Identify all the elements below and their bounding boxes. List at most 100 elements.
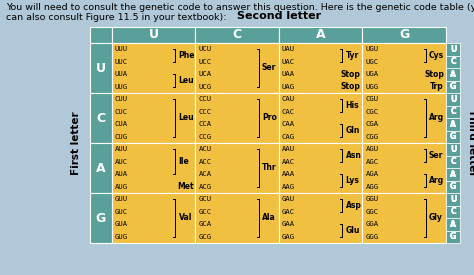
Bar xyxy=(112,27,195,43)
Text: CUG: CUG xyxy=(115,134,128,140)
Bar xyxy=(195,193,279,243)
Text: UCA: UCA xyxy=(199,71,211,77)
Bar xyxy=(446,131,460,143)
Text: G: G xyxy=(450,82,456,91)
Text: Leu: Leu xyxy=(179,76,194,85)
Text: AGA: AGA xyxy=(365,171,379,177)
Bar xyxy=(446,118,460,131)
Text: GCC: GCC xyxy=(199,209,211,215)
Text: GGG: GGG xyxy=(365,234,379,240)
Text: CGG: CGG xyxy=(365,134,379,140)
Text: A: A xyxy=(450,220,456,229)
Bar xyxy=(112,143,195,193)
Bar xyxy=(446,230,460,243)
Text: U: U xyxy=(450,45,456,54)
Text: G: G xyxy=(450,232,456,241)
Text: UAG: UAG xyxy=(282,84,295,90)
Text: UCC: UCC xyxy=(199,59,211,65)
Bar xyxy=(446,205,460,218)
Text: CCC: CCC xyxy=(199,109,211,115)
Text: GGA: GGA xyxy=(365,221,379,227)
Bar xyxy=(90,143,112,193)
Text: ACG: ACG xyxy=(199,184,211,190)
Bar xyxy=(90,27,112,43)
Bar xyxy=(446,205,460,218)
Text: U: U xyxy=(450,195,456,204)
Text: C: C xyxy=(450,207,456,216)
Bar xyxy=(446,118,460,131)
Text: AGU: AGU xyxy=(365,146,379,152)
Text: C: C xyxy=(450,107,456,116)
Bar xyxy=(446,56,460,68)
Text: C: C xyxy=(450,107,456,116)
Text: CCG: CCG xyxy=(199,134,211,140)
Text: GAC: GAC xyxy=(282,209,295,215)
Text: C: C xyxy=(450,107,456,116)
Text: Thr: Thr xyxy=(262,164,277,172)
Text: CUC: CUC xyxy=(115,109,128,115)
Text: UUU: UUU xyxy=(115,46,128,52)
Text: UGC: UGC xyxy=(365,59,379,65)
Text: AAA: AAA xyxy=(282,171,295,177)
Bar xyxy=(446,93,460,106)
Text: CUU: CUU xyxy=(115,96,128,102)
Text: C: C xyxy=(450,157,456,166)
Text: U: U xyxy=(450,95,456,104)
Text: CAC: CAC xyxy=(282,109,295,115)
Bar xyxy=(446,168,460,180)
Text: C: C xyxy=(96,111,106,125)
Text: GUG: GUG xyxy=(115,234,128,240)
Bar xyxy=(446,180,460,193)
Bar xyxy=(446,143,460,155)
Bar xyxy=(446,193,460,205)
Bar xyxy=(446,131,460,143)
Bar xyxy=(446,68,460,81)
Text: G: G xyxy=(450,182,456,191)
Bar xyxy=(446,143,460,155)
Text: Ser: Ser xyxy=(429,151,443,160)
Text: G: G xyxy=(450,182,456,191)
Bar xyxy=(446,43,460,56)
Text: G: G xyxy=(450,232,456,241)
Text: Tyr: Tyr xyxy=(346,51,359,60)
Bar xyxy=(446,193,460,205)
Bar xyxy=(90,43,112,93)
Text: A: A xyxy=(96,161,106,175)
Text: UUA: UUA xyxy=(115,71,128,77)
Bar xyxy=(446,106,460,118)
Text: You will need to consult the genetic code to answer this question. Here is the g: You will need to consult the genetic cod… xyxy=(6,3,474,12)
Text: GUA: GUA xyxy=(115,221,128,227)
Text: A: A xyxy=(450,170,456,179)
Text: U: U xyxy=(450,145,456,154)
Text: U: U xyxy=(450,195,456,204)
Text: CCU: CCU xyxy=(199,96,211,102)
Text: Stop: Stop xyxy=(341,82,361,91)
Bar xyxy=(446,118,460,131)
Text: A: A xyxy=(450,220,456,229)
Text: G: G xyxy=(450,132,456,141)
Text: C: C xyxy=(450,57,456,66)
Text: Gln: Gln xyxy=(346,126,360,135)
Text: Phe: Phe xyxy=(179,51,195,60)
Text: Leu: Leu xyxy=(179,114,194,122)
Text: His: His xyxy=(346,101,359,110)
Bar xyxy=(446,81,460,93)
Text: CAG: CAG xyxy=(282,134,295,140)
Text: GCG: GCG xyxy=(199,234,211,240)
Text: ACU: ACU xyxy=(199,146,211,152)
Text: Asp: Asp xyxy=(346,201,361,210)
Text: Glu: Glu xyxy=(346,226,360,235)
Bar xyxy=(446,230,460,243)
Text: ACC: ACC xyxy=(199,159,211,165)
Text: GGC: GGC xyxy=(365,209,379,215)
Text: A: A xyxy=(450,70,456,79)
Text: UUC: UUC xyxy=(115,59,128,65)
Text: UAU: UAU xyxy=(282,46,295,52)
Text: Stop: Stop xyxy=(341,70,361,79)
Bar xyxy=(446,143,460,155)
Bar xyxy=(279,93,363,143)
Text: U: U xyxy=(450,95,456,104)
Bar xyxy=(446,56,460,68)
Text: G: G xyxy=(450,82,456,91)
Text: C: C xyxy=(450,57,456,66)
